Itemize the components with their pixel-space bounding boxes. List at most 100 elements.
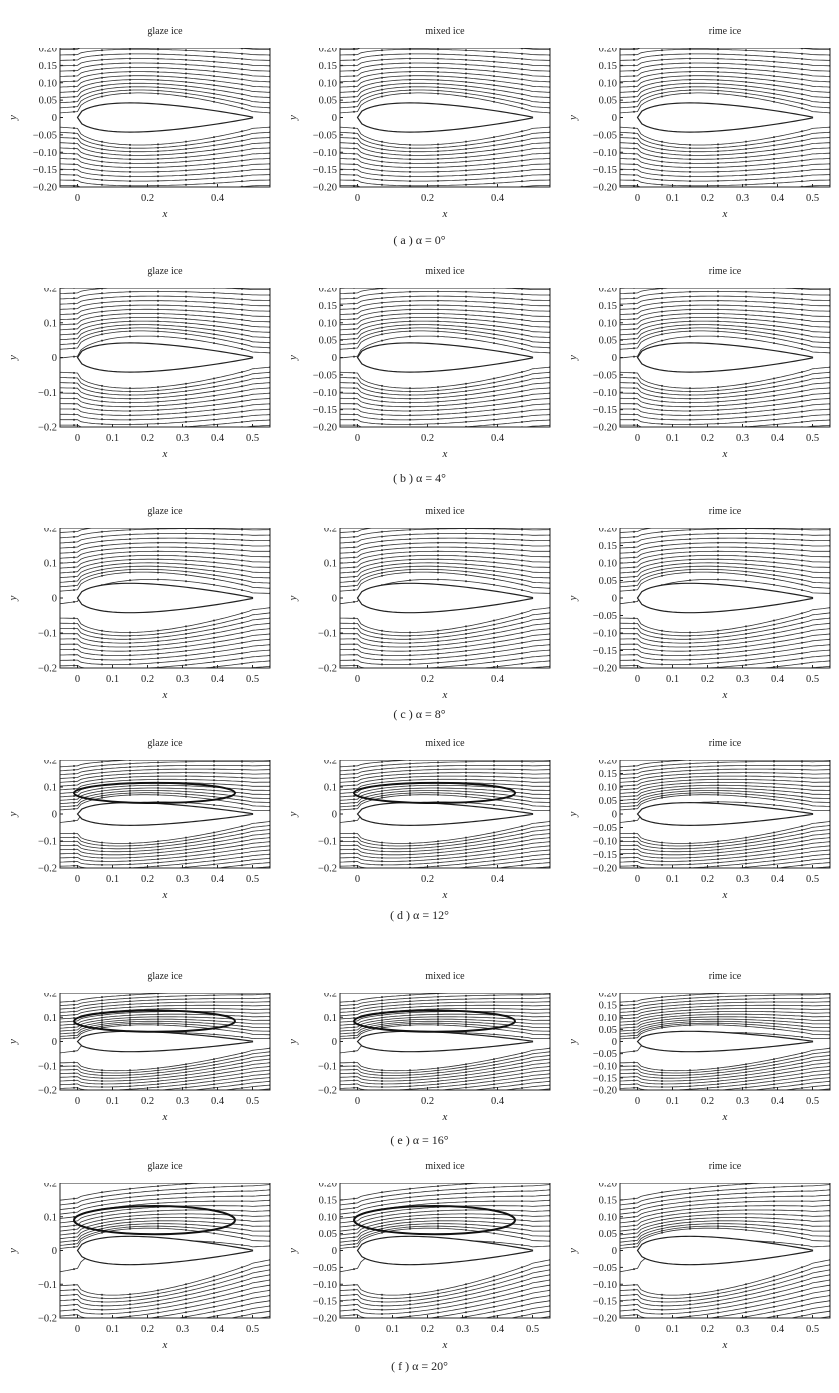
x-tick-label: 0.5 [806, 1096, 819, 1107]
flow-arrow-marker [185, 1320, 187, 1322]
x-tick-label: 0.4 [211, 874, 225, 885]
x-tick-label: 0.5 [806, 1324, 819, 1335]
x-tick-label: 0 [355, 1096, 360, 1107]
y-tick-label: 0 [332, 1246, 337, 1257]
x-tick-label: 0.4 [211, 1324, 225, 1335]
x-axis-label: x [722, 1111, 728, 1123]
streamline [340, 1209, 550, 1228]
y-tick-label: −0.05 [593, 370, 617, 381]
flow-arrow-marker [353, 1319, 355, 1321]
streamline [60, 1284, 270, 1315]
y-tick-label: −0.05 [593, 130, 617, 141]
streamline [707, 1295, 830, 1318]
streamline [620, 191, 830, 196]
streamline [480, 660, 550, 668]
streamline [340, 408, 550, 421]
flow-arrow-marker [549, 671, 551, 673]
x-tick-label: 0.1 [666, 193, 679, 204]
y-tick-label: −0.05 [593, 1263, 617, 1274]
streamline [60, 1220, 270, 1240]
y-tick-label: 0.2 [44, 993, 57, 1000]
streamline [340, 313, 550, 326]
streamline [620, 1069, 830, 1088]
flow-arrow-marker [521, 673, 523, 675]
streamline [147, 1295, 270, 1318]
streamline [620, 185, 830, 187]
streamline [620, 308, 830, 321]
flow-arrow-marker [101, 428, 103, 430]
flow-arrow-marker [689, 195, 691, 197]
y-tick-label: 0.15 [599, 61, 617, 72]
streamline-plot: 0.200.150.100.050−0.05−0.10−0.15−0.200 0.… [570, 288, 831, 460]
flow-arrow-marker [157, 671, 159, 673]
streamline [620, 377, 830, 396]
flow-arrow-marker [493, 1090, 495, 1092]
flow-arrow-marker [353, 670, 355, 672]
streamline [620, 366, 830, 389]
streamline [620, 335, 830, 359]
streamline [340, 168, 550, 177]
streamline [60, 168, 270, 177]
flow-arrow-marker [381, 678, 383, 680]
streamline [781, 1084, 830, 1090]
streamline [60, 82, 270, 98]
x-tick-label: 0.1 [666, 1324, 679, 1335]
streamline [501, 1084, 550, 1090]
flow-arrow-marker [129, 878, 131, 880]
streamline-plot: 0.20.10−0.1−0.200.10.20.30.40.5xy [10, 288, 271, 460]
y-axis-label: y [10, 595, 19, 601]
x-tick-label: 0.3 [176, 1096, 189, 1107]
flow-arrow-marker [801, 191, 803, 193]
streamline [340, 537, 550, 549]
y-tick-label: 0.2 [324, 760, 337, 767]
flow-arrow-marker [73, 430, 75, 432]
streamline [532, 1088, 550, 1090]
flow-arrow-marker [157, 1339, 159, 1341]
flow-arrow-marker [101, 1340, 103, 1342]
y-tick-label: 0.05 [599, 796, 617, 807]
streamline [340, 1073, 550, 1090]
streamline [620, 1220, 830, 1240]
streamline [620, 163, 830, 173]
streamline [620, 655, 830, 668]
flow-arrow-marker [801, 868, 803, 870]
flow-arrow-marker [409, 1095, 411, 1097]
flow-arrow-marker [157, 1093, 159, 1095]
y-tick-label: −0.05 [593, 823, 617, 834]
y-tick-label: 0.05 [39, 96, 57, 107]
flow-arrow-marker [437, 1103, 439, 1105]
streamline [340, 1093, 550, 1108]
flow-arrow-marker [549, 870, 551, 872]
streamline [60, 550, 270, 564]
streamline [620, 62, 830, 72]
panel-title: mixed ice [425, 971, 465, 982]
streamline [60, 92, 270, 114]
streamline [620, 672, 830, 684]
flow-arrow-marker [101, 673, 103, 675]
x-tick-label: 0.1 [106, 874, 119, 885]
streamline [620, 542, 830, 554]
x-tick-label: 0.2 [701, 433, 714, 444]
streamline [456, 1300, 550, 1318]
streamline [60, 1051, 270, 1074]
flow-arrow-marker [213, 187, 215, 189]
streamline [60, 655, 270, 668]
flow-arrow-marker [353, 190, 355, 192]
x-tick-label: 0.2 [421, 874, 434, 885]
x-tick-label: 0.4 [211, 1096, 225, 1107]
x-tick-label: 0.2 [141, 1324, 154, 1335]
caption-c: ( c ) α = 8° [393, 707, 446, 721]
streamline [620, 825, 830, 847]
streamline [340, 185, 550, 187]
flow-arrow-marker [437, 427, 439, 429]
streamline [620, 313, 830, 326]
streamline [340, 48, 550, 56]
streamline [340, 829, 550, 850]
streamline [249, 866, 270, 868]
y-tick-label: 0 [612, 353, 617, 364]
x-tick-label: 0.4 [771, 874, 785, 885]
streamline [340, 775, 550, 787]
streamline [229, 1310, 270, 1318]
y-tick-label: −0.15 [33, 165, 57, 176]
flow-arrow-marker [717, 1320, 719, 1322]
